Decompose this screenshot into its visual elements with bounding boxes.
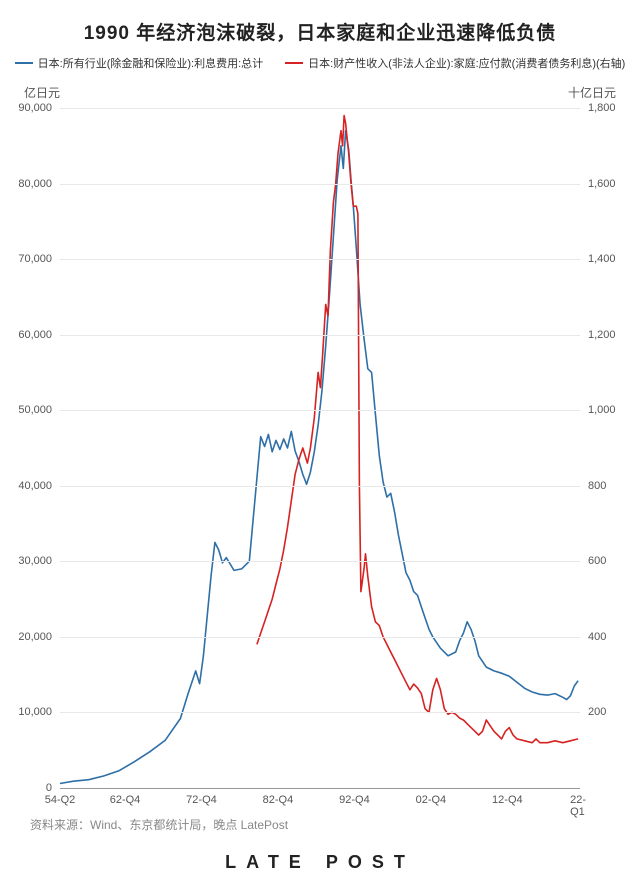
y-right-tick: 1,600 [588,178,634,190]
legend-label-blue: 日本:所有行业(除金融和保险业):利息费用:总计 [38,55,264,71]
y-left-tick: 0 [6,782,52,794]
source-note: 资料来源：Wind、东京都统计局，晚点 LatePost [30,816,288,833]
legend-swatch-blue [15,62,33,64]
x-tick: 62-Q4 [110,794,141,806]
x-tick: 22-Q1 [570,794,586,818]
legend: 日本:所有行业(除金融和保险业):利息费用:总计 日本:财产性收入(非法人企业)… [0,51,640,73]
legend-item-blue: 日本:所有行业(除金融和保险业):利息费用:总计 [15,55,264,71]
x-tick: 12-Q4 [492,794,523,806]
y-left-tick: 80,000 [6,178,52,190]
brand-label: LATE POST [0,852,640,873]
y-right-tick: 800 [588,480,634,492]
line-svg [60,108,580,788]
legend-label-red: 日本:财产性收入(非法人企业):家庭:应付款(消费者债务利息)(右轴) [308,55,625,71]
y-right-tick: 1,000 [588,404,634,416]
plot-area: 010,00020,00030,00040,00050,00060,00070,… [60,108,580,788]
x-tick: 92-Q4 [339,794,370,806]
y-left-tick: 30,000 [6,555,52,567]
x-tick: 54-Q2 [45,794,76,806]
y-right-tick: 1,400 [588,253,634,265]
y-right-tick: 400 [588,631,634,643]
series-blue [60,131,578,784]
y-right-tick: 1,800 [588,102,634,114]
y-left-tick: 40,000 [6,480,52,492]
y-left-tick: 50,000 [6,404,52,416]
y-left-tick: 70,000 [6,253,52,265]
legend-item-red: 日本:财产性收入(非法人企业):家庭:应付款(消费者债务利息)(右轴) [285,55,625,71]
y-axis-left-title: 亿日元 [24,84,60,101]
y-left-tick: 60,000 [6,329,52,341]
y-left-tick: 90,000 [6,102,52,114]
y-axis-right-title: 十亿日元 [568,84,616,101]
y-left-tick: 20,000 [6,631,52,643]
chart-container: 1990 年经济泡沫破裂，日本家庭和企业迅速降低负债 日本:所有行业(除金融和保… [0,0,640,890]
chart-title: 1990 年经济泡沫破裂，日本家庭和企业迅速降低负债 [0,0,640,51]
legend-swatch-red [285,62,303,64]
series-red [257,116,578,743]
x-tick: 82-Q4 [263,794,294,806]
x-tick: 02-Q4 [416,794,447,806]
x-tick: 72-Q4 [186,794,217,806]
y-right-tick: 1,200 [588,329,634,341]
y-right-tick: 200 [588,706,634,718]
y-right-tick: 600 [588,555,634,567]
y-left-tick: 10,000 [6,706,52,718]
